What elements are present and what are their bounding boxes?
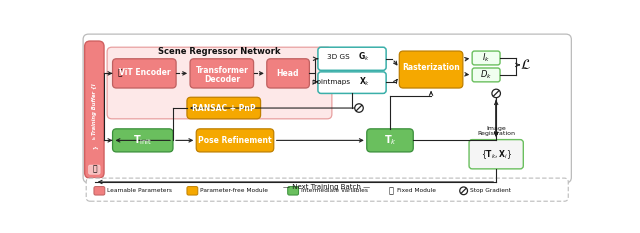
Text: Image: Image [486,126,506,130]
Circle shape [460,187,467,195]
Text: }: } [92,145,97,149]
Text: $\mathbf{G}_k$: $\mathbf{G}_k$ [358,51,370,63]
Text: Training Buffer {I: Training Buffer {I [92,84,97,135]
Text: Learnable Parameters: Learnable Parameters [107,188,172,193]
Text: 🔒: 🔒 [117,68,122,77]
FancyBboxPatch shape [399,51,463,88]
Text: Pose Refinement: Pose Refinement [198,136,272,145]
Text: $I_k$: $I_k$ [482,52,490,64]
Text: 🖼: 🖼 [92,164,97,173]
FancyBboxPatch shape [88,165,100,174]
Text: Stop Gradient: Stop Gradient [470,188,511,193]
Text: pointmaps: pointmaps [312,79,352,85]
Text: $\mathbf{T}_k$: $\mathbf{T}_k$ [383,134,396,147]
FancyBboxPatch shape [187,187,198,195]
Text: Scene Regressor Network: Scene Regressor Network [158,47,281,55]
Text: Fixed Module: Fixed Module [397,188,436,193]
Text: Head: Head [276,69,299,78]
Text: $\{\mathbf{T}_k, \mathbf{X}_i\}$: $\{\mathbf{T}_k, \mathbf{X}_i\}$ [481,148,511,161]
FancyBboxPatch shape [94,187,105,195]
Text: Decoder: Decoder [204,75,240,84]
Text: ViT Encoder: ViT Encoder [118,68,170,77]
Text: $\mathbf{T}_\mathrm{init}$: $\mathbf{T}_\mathrm{init}$ [133,134,152,147]
FancyBboxPatch shape [84,41,104,178]
FancyBboxPatch shape [190,59,253,88]
FancyBboxPatch shape [472,68,500,82]
Text: $D_k$: $D_k$ [480,69,492,81]
FancyBboxPatch shape [113,129,173,152]
Text: Transformer: Transformer [195,66,248,75]
FancyBboxPatch shape [267,59,309,88]
Circle shape [492,89,500,98]
Text: 🔒: 🔒 [388,186,394,195]
FancyBboxPatch shape [472,51,500,65]
Text: k: k [93,136,97,139]
FancyBboxPatch shape [318,47,386,70]
FancyBboxPatch shape [107,47,332,119]
FancyBboxPatch shape [196,129,274,152]
Text: $\mathcal{L}$: $\mathcal{L}$ [520,58,531,72]
Text: RANSAC + PnP: RANSAC + PnP [191,103,255,113]
Text: 3D GS: 3D GS [327,54,352,60]
FancyBboxPatch shape [469,140,524,169]
FancyBboxPatch shape [83,34,572,183]
FancyBboxPatch shape [318,72,386,93]
Text: $\mathbf{X}_k$: $\mathbf{X}_k$ [359,76,371,88]
FancyBboxPatch shape [187,97,260,119]
Text: — Next Training Batch —: — Next Training Batch — [283,184,370,190]
Text: Intermediate Variables: Intermediate Variables [301,188,368,193]
Circle shape [355,104,364,112]
FancyBboxPatch shape [288,187,298,195]
Text: Parameter-free Module: Parameter-free Module [200,188,268,193]
FancyBboxPatch shape [113,59,176,88]
FancyBboxPatch shape [367,129,413,152]
Text: Rasterization: Rasterization [402,64,460,72]
Text: Registration: Registration [477,131,515,136]
FancyBboxPatch shape [86,178,568,201]
